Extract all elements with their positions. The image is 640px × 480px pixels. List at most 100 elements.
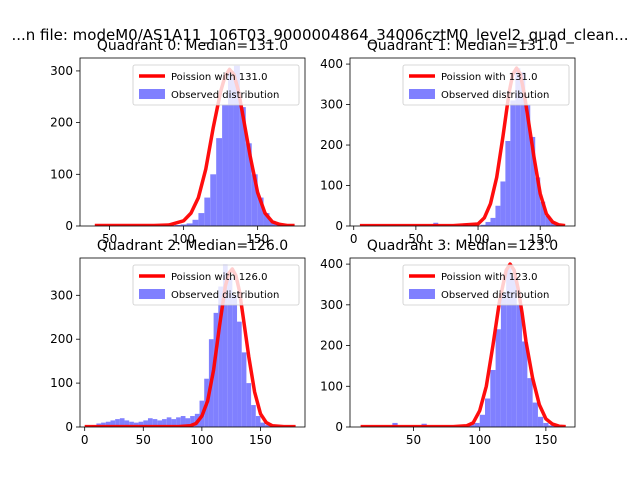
x-tick-label: 150 — [249, 433, 272, 447]
histogram-bar — [239, 107, 246, 226]
legend-label-poisson: Poission with 131.0 — [441, 72, 537, 83]
legend-label-poisson: Poission with 123.0 — [441, 272, 537, 283]
legend-label-observed: Observed distribution — [171, 290, 279, 301]
y-tick-label: 300 — [50, 288, 73, 302]
x-tick-label: 100 — [172, 232, 195, 246]
legend-label-observed: Observed distribution — [441, 290, 549, 301]
x-tick-label: 100 — [190, 433, 213, 447]
histogram-bar — [532, 402, 538, 427]
legend: Poission with 123.0 Observed distribution — [402, 264, 570, 306]
histogram-bar — [535, 177, 541, 226]
y-tick-label: 300 — [50, 64, 73, 78]
axes-frame — [79, 257, 306, 428]
axes-frame — [79, 57, 306, 227]
histogram-bar — [133, 422, 139, 427]
histogram-bar — [520, 72, 526, 226]
x-tick-label: 0 — [81, 433, 89, 447]
legend-bar-swatch — [409, 89, 435, 99]
histogram-bar — [485, 221, 491, 226]
histogram-bar — [548, 425, 554, 427]
histogram-bar — [505, 140, 511, 226]
histogram-bar — [162, 419, 167, 427]
histogram-bar — [537, 416, 544, 427]
legend-box — [402, 64, 570, 106]
y-tick-label: 400 — [320, 257, 343, 271]
histogram-bar — [129, 421, 134, 427]
histogram-bar — [265, 424, 270, 427]
histogram-bar — [157, 420, 163, 427]
y-tick-label: 0 — [335, 420, 343, 434]
histogram-bar — [479, 414, 485, 427]
histogram-bar — [245, 143, 252, 226]
histogram-bar — [186, 223, 193, 226]
subplot-quadrant-0: 50 100 150 0 100 200 300 Poission with 131.0 Obs… — [50, 38, 306, 246]
histogram-bar — [185, 418, 191, 427]
histogram-bar — [522, 341, 528, 427]
x-tick-label: 50 — [102, 232, 117, 246]
histogram-bar — [251, 405, 256, 427]
y-tick-label: 300 — [320, 98, 343, 112]
y-tick-label: 100 — [320, 379, 343, 393]
subplots-grid: 50 100 150 0 100 200 300 Poission with 131.0 Obs… — [50, 38, 576, 447]
y-tick-label: 200 — [50, 116, 73, 130]
figure-suptitle: ...n file: modeM0/AS1A11_106T03_90000048… — [11, 26, 628, 45]
histogram-bar — [490, 217, 496, 226]
legend: Poission with 131.0 Observed distribution — [402, 64, 570, 106]
y-tick-label: 100 — [320, 179, 343, 193]
legend-bar-swatch — [139, 89, 165, 99]
histogram-bar — [176, 417, 181, 427]
y-tick-label: 0 — [65, 219, 73, 233]
histogram-bar — [228, 70, 234, 226]
histogram-bar — [233, 65, 240, 226]
legend: Poission with 126.0 Observed distribution — [132, 264, 300, 306]
histogram-bar — [525, 104, 531, 226]
histogram-bar — [255, 416, 261, 427]
histogram-bar — [260, 422, 266, 427]
histogram-bar — [192, 219, 199, 226]
histogram-bar — [213, 312, 219, 427]
y-tick-label: 400 — [320, 57, 343, 71]
x-tick-label: 150 — [246, 232, 269, 246]
histogram-bar — [485, 398, 491, 427]
subplot-title: Quadrant 0: Median=131.0 — [97, 38, 288, 54]
axes-frame — [349, 57, 576, 227]
x-tick-label: 150 — [534, 433, 557, 447]
subplot-quadrant-1: 0 50 100 150 0 100 200 300 400 Poission with 131.… — [320, 38, 576, 246]
histogram-bar — [147, 418, 153, 427]
histogram-bar — [143, 420, 148, 427]
y-tick-label: 100 — [50, 376, 73, 390]
histogram-bar — [190, 416, 195, 427]
x-tick-label: 100 — [468, 433, 491, 447]
histogram-bar — [545, 215, 551, 226]
histogram-bar — [511, 276, 517, 427]
histogram-bar — [171, 419, 177, 427]
legend-bar-swatch — [139, 289, 165, 299]
histogram-bar — [119, 418, 125, 427]
histogram-bar — [138, 421, 144, 427]
subplot-quadrant-3: 50 100 150 0 100 200 300 400 Poission with 123.0… — [320, 238, 576, 447]
histogram-bar — [490, 369, 496, 427]
legend-bar-swatch — [409, 289, 435, 299]
legend-label-observed: Observed distribution — [441, 90, 549, 101]
legend: Poission with 131.0 Observed distribution — [132, 64, 300, 106]
subplot-title: Quadrant 1: Median=131.0 — [367, 38, 558, 54]
histogram-bar — [222, 264, 228, 427]
histogram-bar — [241, 352, 247, 427]
histogram-bar — [124, 420, 130, 427]
histogram-bar — [105, 421, 111, 427]
histogram-bar — [222, 104, 229, 226]
histogram-bar — [227, 277, 233, 427]
y-tick-label: 200 — [320, 138, 343, 152]
x-tick-label: 0 — [350, 232, 358, 246]
histogram-bar — [263, 213, 270, 226]
legend-box — [132, 264, 300, 306]
histogram-bar — [251, 174, 258, 226]
legend-label-observed: Observed distribution — [171, 90, 279, 101]
subplot-title: Quadrant 2: Median=126.0 — [97, 238, 288, 254]
histogram-bar — [474, 422, 480, 427]
poisson-curve — [360, 262, 566, 427]
histogram-bar — [174, 224, 181, 226]
histogram-bar — [257, 197, 264, 226]
x-tick-label: 50 — [408, 232, 423, 246]
